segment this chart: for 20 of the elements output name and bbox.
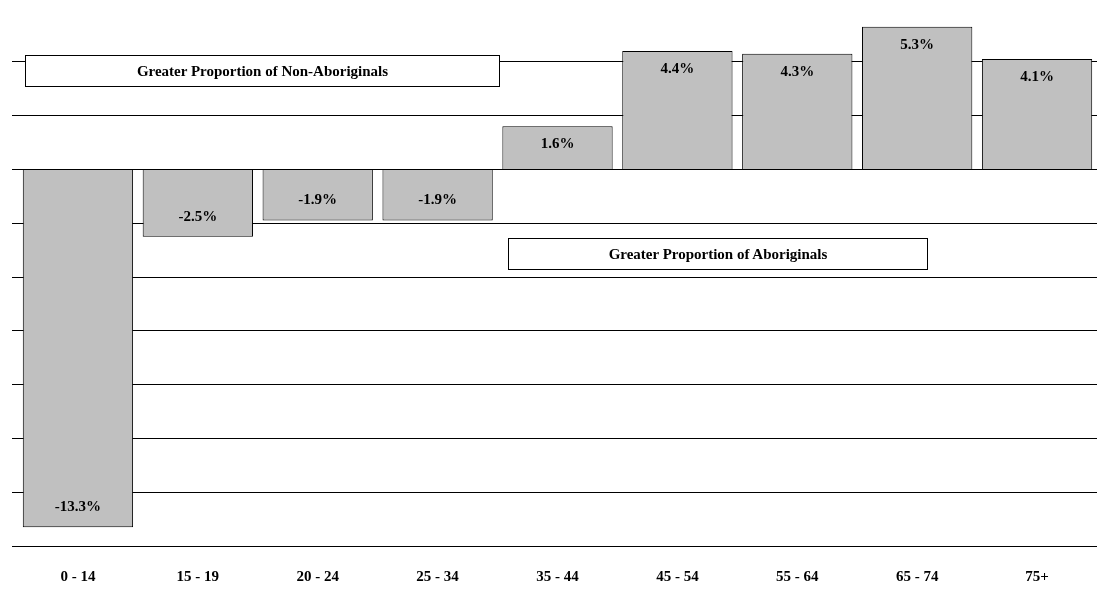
data-label: 4.3%	[780, 62, 815, 79]
data-label: 4.1%	[1020, 67, 1054, 84]
x-tick-label: 20 - 24	[296, 567, 340, 584]
data-label: 5.3%	[900, 35, 935, 52]
data-label: 1.6%	[540, 135, 575, 152]
x-tick-label: 65 - 74	[895, 567, 939, 584]
data-label: -13.3%	[54, 498, 102, 515]
x-tick-label: 25 - 34	[416, 567, 460, 584]
x-tick-label: 15 - 19	[176, 567, 220, 584]
data-label: 4.4%	[660, 59, 695, 76]
data-label: -2.5%	[178, 207, 218, 224]
text-box: Greater Proportion of Non-Aboriginals	[25, 55, 500, 87]
x-tick-label: 0 - 14	[60, 567, 96, 584]
x-tick-label: 35 - 44	[536, 567, 580, 584]
data-label: -1.9%	[418, 191, 457, 208]
text-box: Greater Proportion of Aboriginals	[508, 238, 928, 270]
x-tick-label: 45 - 54	[656, 567, 700, 584]
data-label: -1.9%	[298, 191, 338, 208]
x-tick-label: 55 - 64	[776, 567, 820, 584]
x-tick-label: 75+	[1025, 567, 1049, 584]
